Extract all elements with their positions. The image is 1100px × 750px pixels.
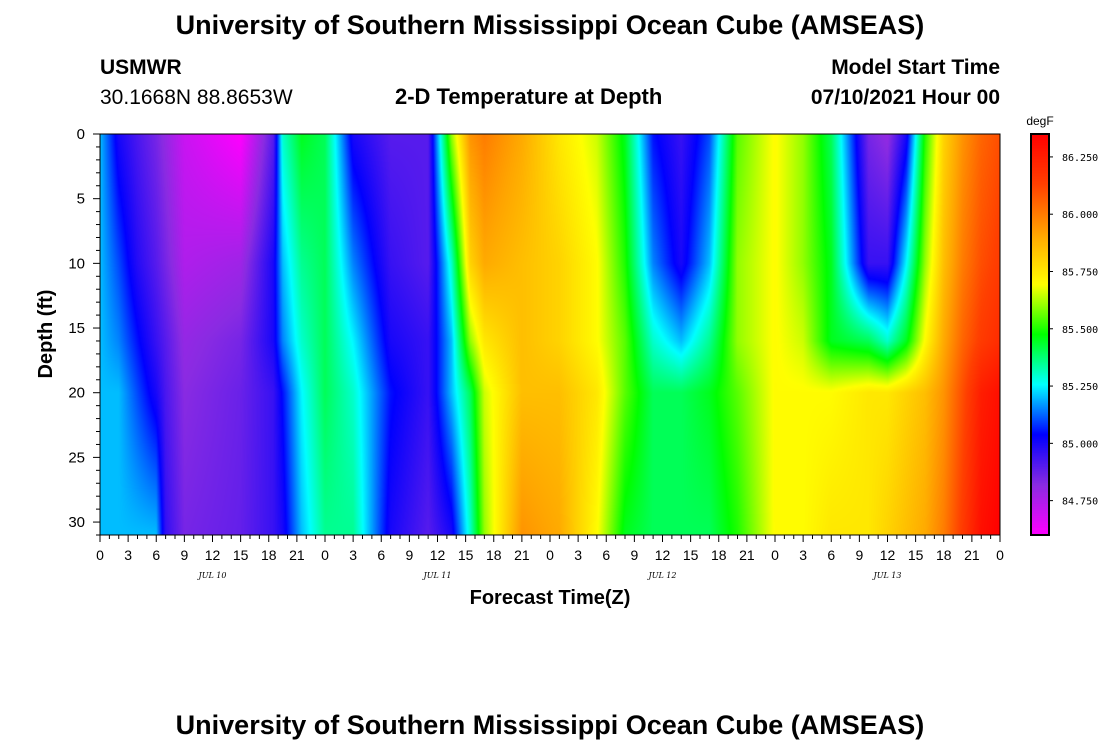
x-tick-label: 18	[261, 547, 277, 563]
y-tick-label: 25	[68, 449, 85, 466]
footer-title: University of Southern Mississippi Ocean…	[175, 710, 925, 740]
x-tick-label: 21	[964, 547, 980, 563]
colorbar-tick-label: 85.000	[1062, 439, 1098, 450]
colorbar-tick-label: 85.250	[1062, 382, 1098, 393]
colorbar-tick-label: 85.500	[1062, 325, 1098, 336]
model-start-label: Model Start Time	[831, 56, 1000, 79]
colorbar	[1031, 134, 1049, 535]
y-tick-label: 15	[68, 320, 85, 337]
x-tick-label: 0	[771, 547, 779, 563]
x-tick-label: 21	[739, 547, 755, 563]
day-label: JUL 13	[872, 571, 902, 580]
x-tick-label: 15	[683, 547, 699, 563]
model-start-value: 07/10/2021 Hour 00	[810, 86, 1000, 109]
colorbar-tick-label: 86.250	[1062, 153, 1098, 164]
colorbar-units: degF	[1026, 114, 1053, 128]
x-tick-label: 0	[321, 547, 329, 563]
x-axis-label: Forecast Time(Z)	[470, 587, 631, 609]
x-tick-label: 3	[124, 547, 132, 563]
y-tick-label: 30	[68, 514, 85, 531]
colorbar-tick-label: 84.750	[1062, 497, 1098, 508]
x-tick-label: 21	[514, 547, 530, 563]
x-tick-label: 0	[546, 547, 554, 563]
x-tick-label: 3	[799, 547, 807, 563]
station-name: USMWR	[100, 56, 182, 79]
day-label: JUL 12	[647, 571, 677, 580]
x-tick-label: 18	[711, 547, 727, 563]
x-tick-label: 12	[880, 547, 896, 563]
x-tick-label: 15	[458, 547, 474, 563]
x-tick-label: 6	[152, 547, 160, 563]
x-tick-label: 0	[996, 547, 1004, 563]
y-tick-label: 0	[77, 126, 85, 143]
x-tick-label: 9	[405, 547, 413, 563]
y-tick-label: 20	[68, 385, 85, 402]
page-title: University of Southern Mississippi Ocean…	[175, 10, 925, 40]
x-tick-label: 3	[574, 547, 582, 563]
y-tick-label: 10	[68, 255, 85, 272]
colorbar-tick-label: 85.750	[1062, 267, 1098, 278]
x-tick-label: 18	[936, 547, 952, 563]
colorbar-frame	[1030, 133, 1050, 536]
colorbar-ticks: 86.250 86.000 85.750 85.500 85.250 85.000 84.7…	[1049, 153, 1098, 508]
x-tick-label: 6	[602, 547, 610, 563]
chart-subtitle: 2-D Temperature at Depth	[395, 84, 663, 109]
station-coords: 30.1668N 88.8653W	[100, 86, 293, 109]
x-tick-label: 6	[377, 547, 385, 563]
x-tick-label: 9	[855, 547, 863, 563]
x-tick-label: 15	[233, 547, 249, 563]
y-axis: 0 5 10 15 20 25 30	[68, 126, 100, 536]
x-tick-label: 9	[180, 547, 188, 563]
x-tick-label: 21	[289, 547, 305, 563]
x-tick-label: 12	[655, 547, 671, 563]
x-tick-label: 18	[486, 547, 502, 563]
y-axis-label: Depth (ft)	[35, 290, 57, 379]
x-tick-label: 9	[630, 547, 638, 563]
x-axis: 0 3 6 9 12 15 18 21 0 3 6 9 12 15 18 21 0 3 6 9 12 15 18 21 0 3 6 9…	[96, 535, 1004, 580]
x-tick-label: 15	[908, 547, 924, 563]
x-tick-label: 12	[430, 547, 446, 563]
x-tick-label: 12	[205, 547, 221, 563]
x-tick-label: 0	[96, 547, 104, 563]
temperature-heatmap	[100, 134, 1000, 535]
x-tick-label: 3	[349, 547, 357, 563]
colorbar-tick-label: 86.000	[1062, 210, 1098, 221]
day-label: JUL 10	[197, 571, 227, 580]
day-label: JUL 11	[422, 571, 452, 580]
y-tick-label: 5	[77, 191, 85, 208]
x-tick-label: 6	[827, 547, 835, 563]
